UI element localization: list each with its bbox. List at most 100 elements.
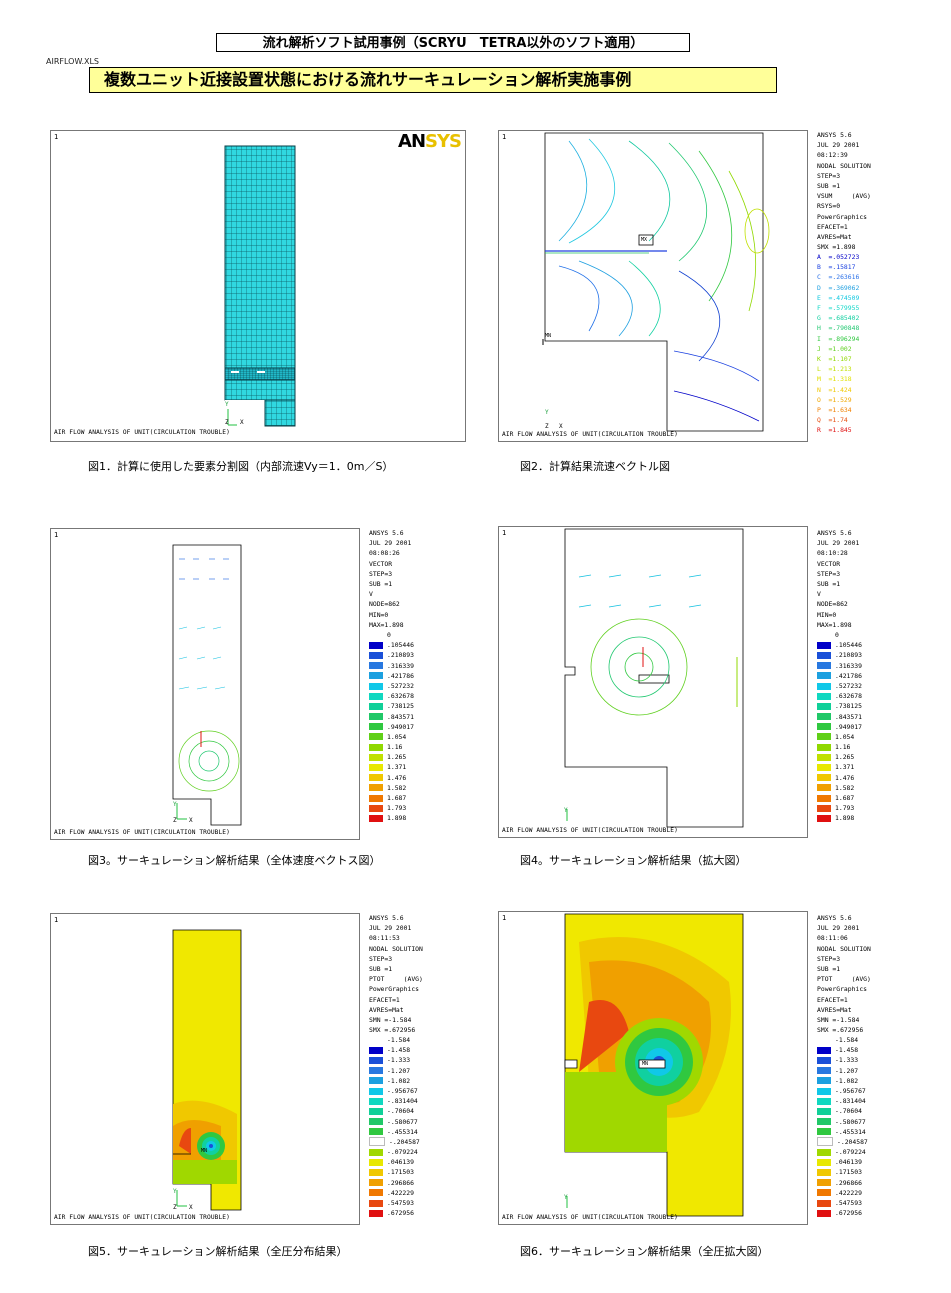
legend-swatch	[817, 764, 831, 772]
legend-swatch	[817, 651, 831, 659]
legend-value: 1.898	[387, 814, 407, 823]
main-title: 複数ユニット近接設置状態における流れサーキュレーション解析実施事例	[89, 67, 777, 93]
legend-value: -.831404	[387, 1097, 418, 1106]
legend-entry: .296866	[817, 1178, 868, 1188]
axis-z-label: Z	[173, 817, 177, 824]
legend-swatch	[369, 641, 383, 649]
legend-entry: .672956	[817, 1208, 868, 1218]
info-line: STEP=3	[369, 954, 393, 963]
legend-value: .171503	[835, 1168, 862, 1177]
legend-value: 1.371	[835, 763, 855, 772]
axis-y-label: Y	[225, 401, 229, 408]
legend-entry: .949017	[369, 722, 414, 732]
legend-swatch	[369, 1179, 383, 1187]
plot-footer: AIR FLOW ANALYSIS OF UNIT(CIRCULATION TR…	[54, 829, 230, 836]
plot-footer: AIR FLOW ANALYSIS OF UNIT(CIRCULATION TR…	[502, 431, 678, 438]
file-name: AIRFLOW.XLS	[46, 57, 100, 66]
legend-swatch	[817, 814, 831, 822]
info-line: JUL 29 2001	[369, 539, 412, 548]
legend-value: 1.687	[835, 794, 855, 802]
legend-swatch	[817, 1158, 831, 1166]
legend-entry: .422229	[817, 1188, 868, 1198]
figure-3-panel: 1 Y Z X AIR FLOW ANALYSIS OF UNIT(CIRCUL…	[50, 528, 360, 840]
legend-swatch	[369, 1128, 383, 1136]
legend-swatch	[369, 672, 383, 680]
legend-swatch	[369, 804, 383, 812]
legend-swatch	[369, 702, 383, 710]
legend-swatch	[817, 794, 831, 802]
legend-value: 1.476	[387, 773, 407, 782]
legend-entry: .547593	[817, 1198, 868, 1208]
legend-swatch	[369, 1118, 383, 1126]
legend-swatch	[817, 1169, 831, 1177]
info-line: NODAL SOLUTION	[817, 944, 871, 953]
legend-entry: .105446	[369, 640, 414, 650]
legend-value: -.204587	[389, 1137, 420, 1146]
legend-entry: L =1.213	[817, 365, 852, 374]
legend-entry: 1.898	[817, 813, 862, 823]
legend-swatch	[817, 682, 831, 690]
info-line: RSYS=0	[817, 202, 841, 211]
legend-entry: .316339	[817, 661, 862, 671]
legend-value: .210893	[835, 651, 862, 660]
pressure-plot	[172, 929, 242, 1211]
legend-swatch	[817, 753, 831, 761]
legend-value: .738125	[387, 702, 414, 711]
figure-3-info: ANSYS 5.6 JUL 29 2001 08:08:26 VECTOR STEP=3…	[369, 528, 411, 630]
figure-6-panel: 1 MN Y AIR FLOW ANALYSIS OF UNIT(CIRCULA…	[498, 911, 808, 1225]
legend-swatch	[369, 1209, 383, 1217]
legend-swatch	[817, 1189, 831, 1197]
legend-entry: H =.790848	[817, 324, 860, 333]
info-line: ANSYS 5.6	[817, 914, 852, 922]
legend-entry: -.079224	[817, 1147, 868, 1157]
legend-value: .672956	[835, 1209, 862, 1218]
legend-entry: 1.476	[369, 773, 414, 783]
info-line: SMX =.672956	[817, 1026, 864, 1035]
legend-entry: -.831404	[817, 1096, 868, 1106]
legend-swatch	[817, 641, 831, 649]
legend-swatch	[369, 682, 383, 690]
info-line: SUB =1	[817, 580, 841, 589]
legend-entry: 1.16	[369, 742, 414, 752]
legend-entry: 1.476	[817, 773, 862, 783]
legend-value: .316339	[835, 661, 862, 670]
figure-5-legend: -1.584 -1.458 -1.333 -1.207 -1.082 -.956767 -.…	[369, 1035, 420, 1218]
legend-swatch	[369, 692, 383, 700]
info-line: 08:11:06	[817, 934, 848, 943]
legend-top-value: -1.584	[835, 1036, 859, 1044]
legend-swatch	[817, 1087, 831, 1095]
legend-top-value: 0	[387, 631, 391, 639]
legend-entry: F =.579955	[817, 304, 860, 313]
figure-4-caption: 図4。サーキュレーション解析結果（拡大図）	[520, 854, 747, 867]
legend-swatch	[369, 743, 383, 751]
legend-swatch	[369, 814, 383, 822]
info-line: EFACET=1	[369, 995, 400, 1004]
info-line: VECTOR	[369, 559, 393, 568]
figure-5-info: ANSYS 5.6 JUL 29 2001 08:11:53 NODAL SOLUTI…	[369, 913, 423, 1035]
info-line: MIN=0	[817, 610, 837, 619]
legend-swatch	[369, 774, 383, 782]
axis-x-label: X	[240, 419, 244, 426]
legend-value: -1.458	[387, 1046, 411, 1055]
info-line: SUB =1	[817, 965, 841, 974]
legend-entry: 1.793	[369, 803, 414, 813]
legend-entry: -.079224	[369, 1147, 420, 1157]
legend-entry: -1.333	[817, 1055, 868, 1065]
legend-swatch	[817, 1067, 831, 1075]
legend-entry: -.204587	[369, 1137, 420, 1147]
legend-value: 1.265	[835, 753, 855, 762]
legend-entry: .171503	[369, 1167, 420, 1177]
legend-swatch	[817, 713, 831, 721]
legend-entry: Q =1.74	[817, 416, 848, 425]
plot-footer: AIR FLOW ANALYSIS OF UNIT(CIRCULATION TR…	[502, 827, 678, 834]
legend-swatch	[369, 1056, 383, 1064]
info-line: JUL 29 2001	[817, 924, 860, 933]
legend-value: 1.793	[835, 804, 855, 813]
info-line: SMX =.672956	[369, 1026, 416, 1035]
legend-value: -.70604	[835, 1107, 862, 1116]
figure-2-info: ANSYS 5.6 JUL 29 2001 08:12:39 NODAL SOLUTI…	[817, 130, 871, 252]
axis-y-label: Y	[545, 409, 549, 416]
info-line: MAX=1.898	[817, 620, 852, 629]
legend-swatch	[817, 1118, 831, 1126]
legend-top-value: 0	[835, 631, 839, 639]
